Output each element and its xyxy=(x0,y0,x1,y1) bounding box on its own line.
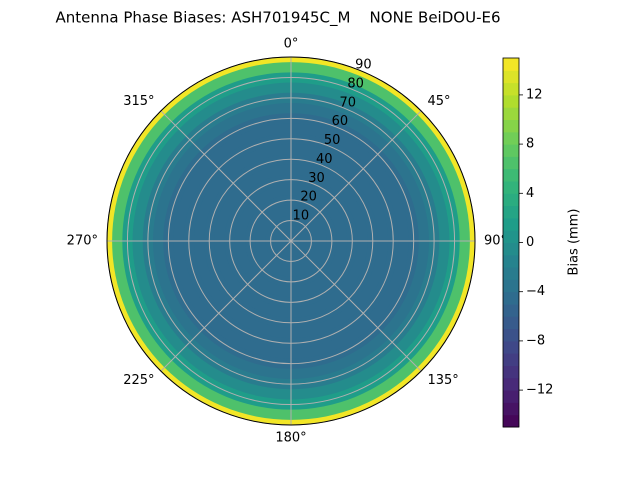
colorbar-level xyxy=(503,340,519,354)
colorbar-tick-label: 0 xyxy=(526,235,534,250)
colorbar-tick-label: 4 xyxy=(526,186,534,201)
colorbar-tick-label: −4 xyxy=(526,284,545,299)
colorbar-level xyxy=(503,230,519,243)
theta-tick-label: 225° xyxy=(123,373,154,388)
colorbar-level xyxy=(503,82,519,96)
colorbar-level xyxy=(503,168,519,182)
theta-tick-label: 45° xyxy=(427,94,450,109)
colorbar-level xyxy=(503,205,519,219)
r-tick-label: 90 xyxy=(355,58,372,73)
colorbar-tick-label: 8 xyxy=(526,137,534,152)
colorbar-level xyxy=(503,242,519,256)
r-tick-label: 70 xyxy=(339,95,356,110)
colorbar-level xyxy=(503,291,519,305)
colorbar-level xyxy=(503,144,519,157)
colorbar-level xyxy=(503,107,519,120)
theta-tick-label: 0° xyxy=(284,37,299,52)
grid-spoke xyxy=(290,240,422,372)
colorbar-tick-label: −8 xyxy=(526,333,545,348)
colorbar-level xyxy=(503,119,519,133)
colorbar-level xyxy=(503,377,519,391)
r-tick-label: 50 xyxy=(324,133,341,148)
colorbar-level xyxy=(503,279,519,293)
theta-tick-label: 270° xyxy=(67,234,98,249)
theta-tick-label: 135° xyxy=(427,373,458,388)
r-tick-label: 80 xyxy=(347,76,364,91)
theta-tick-label: 315° xyxy=(123,94,154,109)
colorbar-level xyxy=(503,94,519,108)
r-tick-label: 30 xyxy=(308,171,325,186)
colorbar-level xyxy=(503,390,519,403)
colorbar-level xyxy=(503,402,519,416)
r-tick-label: 60 xyxy=(332,114,349,129)
colorbar-level xyxy=(503,304,519,317)
colorbar-level xyxy=(503,193,519,207)
grid-spoke xyxy=(160,240,292,372)
colorbar-level xyxy=(503,414,519,428)
grid-spoke xyxy=(290,110,422,242)
colorbar-level xyxy=(503,353,519,366)
colorbar-level xyxy=(503,254,519,268)
chart-title: Antenna Phase Biases: ASH701945C_M NONE … xyxy=(56,9,501,28)
colorbar-level xyxy=(503,156,519,170)
colorbar-level xyxy=(503,131,519,145)
r-tick-label: 40 xyxy=(316,152,333,167)
colorbar-level xyxy=(503,316,519,330)
r-tick-label: 20 xyxy=(300,190,317,205)
colorbar-level xyxy=(503,217,519,231)
colorbar-level xyxy=(503,267,519,280)
colorbar-level xyxy=(503,181,519,194)
colorbar-level xyxy=(503,70,519,84)
theta-tick-label: 180° xyxy=(275,431,306,446)
theta-tick-label: 90° xyxy=(484,234,507,249)
colorbar-level xyxy=(503,365,519,379)
r-tick-label: 10 xyxy=(293,209,310,224)
colorbar-level xyxy=(503,58,519,71)
colorbar-label: Bias (mm) xyxy=(567,209,582,276)
colorbar-tick-label: −12 xyxy=(526,383,553,398)
grid-spoke xyxy=(160,110,292,242)
colorbar-tick-label: 12 xyxy=(526,87,543,102)
polar-frame xyxy=(106,56,476,426)
colorbar-level xyxy=(503,328,519,342)
